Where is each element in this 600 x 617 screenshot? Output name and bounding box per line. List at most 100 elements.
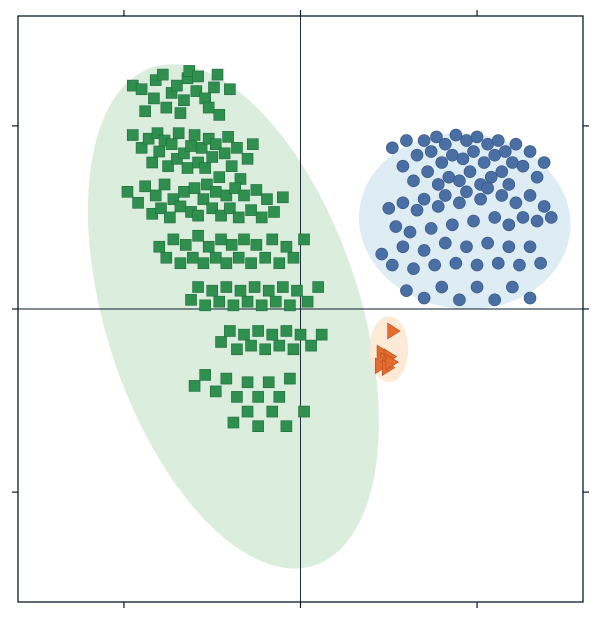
point-circle bbox=[503, 178, 515, 190]
point-circle bbox=[506, 157, 518, 169]
point-circle bbox=[471, 281, 483, 293]
point-square bbox=[267, 234, 278, 245]
point-square bbox=[189, 380, 200, 391]
point-circle bbox=[418, 292, 430, 304]
point-circle bbox=[404, 226, 416, 238]
point-square bbox=[133, 197, 144, 208]
point-square bbox=[223, 131, 234, 142]
point-square bbox=[200, 162, 211, 173]
point-square bbox=[216, 234, 227, 245]
point-circle bbox=[425, 222, 437, 234]
point-circle bbox=[400, 285, 412, 297]
chart-svg bbox=[0, 0, 600, 617]
point-circle bbox=[492, 257, 504, 269]
point-square bbox=[173, 128, 184, 139]
point-square bbox=[302, 296, 313, 307]
point-square bbox=[299, 234, 310, 245]
point-circle bbox=[475, 193, 487, 205]
point-square bbox=[154, 146, 165, 157]
point-square bbox=[263, 285, 274, 296]
point-circle bbox=[439, 189, 451, 201]
point-circle bbox=[485, 171, 497, 183]
point-circle bbox=[397, 241, 409, 253]
point-square bbox=[284, 373, 295, 384]
point-square bbox=[288, 344, 299, 355]
point-square bbox=[233, 252, 244, 263]
point-square bbox=[231, 142, 242, 153]
point-circle bbox=[496, 189, 508, 201]
point-square bbox=[267, 406, 278, 417]
point-square bbox=[284, 300, 295, 311]
point-circle bbox=[503, 219, 515, 231]
point-square bbox=[242, 406, 253, 417]
point-square bbox=[208, 82, 219, 93]
point-circle bbox=[457, 153, 469, 165]
point-square bbox=[154, 241, 165, 252]
point-square bbox=[178, 95, 189, 106]
point-square bbox=[239, 234, 250, 245]
point-circle bbox=[531, 171, 543, 183]
point-square bbox=[164, 212, 175, 223]
point-circle bbox=[443, 171, 455, 183]
point-square bbox=[216, 336, 227, 347]
cluster-ellipse-0 bbox=[32, 28, 436, 605]
point-circle bbox=[471, 131, 483, 143]
point-circle bbox=[397, 160, 409, 172]
point-square bbox=[175, 201, 186, 212]
point-square bbox=[246, 340, 257, 351]
point-square bbox=[221, 258, 232, 269]
point-square bbox=[239, 329, 250, 340]
point-circle bbox=[538, 200, 550, 212]
point-circle bbox=[468, 146, 480, 158]
point-square bbox=[210, 386, 221, 397]
point-circle bbox=[538, 157, 550, 169]
point-square bbox=[148, 93, 159, 104]
point-circle bbox=[468, 215, 480, 227]
point-square bbox=[212, 69, 223, 80]
point-square bbox=[200, 369, 211, 380]
cluster-ellipse-1 bbox=[350, 123, 579, 320]
point-circle bbox=[411, 149, 423, 161]
point-circle bbox=[545, 211, 557, 223]
point-circle bbox=[482, 138, 494, 150]
point-square bbox=[178, 186, 189, 197]
point-square bbox=[295, 329, 306, 340]
point-circle bbox=[535, 257, 547, 269]
point-square bbox=[161, 252, 172, 263]
point-circle bbox=[524, 189, 536, 201]
point-circle bbox=[436, 281, 448, 293]
point-square bbox=[189, 130, 200, 141]
point-square bbox=[219, 148, 230, 159]
point-circle bbox=[482, 237, 494, 249]
point-circle bbox=[429, 259, 441, 271]
point-square bbox=[269, 206, 280, 217]
scatter-chart bbox=[0, 0, 600, 617]
point-square bbox=[166, 139, 177, 150]
point-square bbox=[246, 258, 257, 269]
point-circle bbox=[510, 138, 522, 150]
point-circle bbox=[408, 263, 420, 275]
point-circle bbox=[418, 244, 430, 256]
point-circle bbox=[478, 157, 490, 169]
point-square bbox=[193, 71, 204, 82]
point-circle bbox=[460, 186, 472, 198]
point-square bbox=[187, 252, 198, 263]
point-square bbox=[261, 194, 272, 205]
point-square bbox=[207, 152, 218, 163]
point-circle bbox=[517, 211, 529, 223]
point-square bbox=[186, 141, 197, 152]
point-square bbox=[161, 102, 172, 113]
point-square bbox=[203, 241, 214, 252]
point-square bbox=[127, 130, 138, 141]
point-square bbox=[299, 406, 310, 417]
point-circle bbox=[489, 149, 501, 161]
point-square bbox=[288, 252, 299, 263]
point-circle bbox=[460, 241, 472, 253]
point-square bbox=[207, 285, 218, 296]
point-square bbox=[249, 282, 260, 293]
point-square bbox=[260, 252, 271, 263]
point-circle bbox=[450, 129, 462, 141]
point-square bbox=[274, 391, 285, 402]
point-circle bbox=[386, 259, 398, 271]
point-square bbox=[224, 325, 235, 336]
